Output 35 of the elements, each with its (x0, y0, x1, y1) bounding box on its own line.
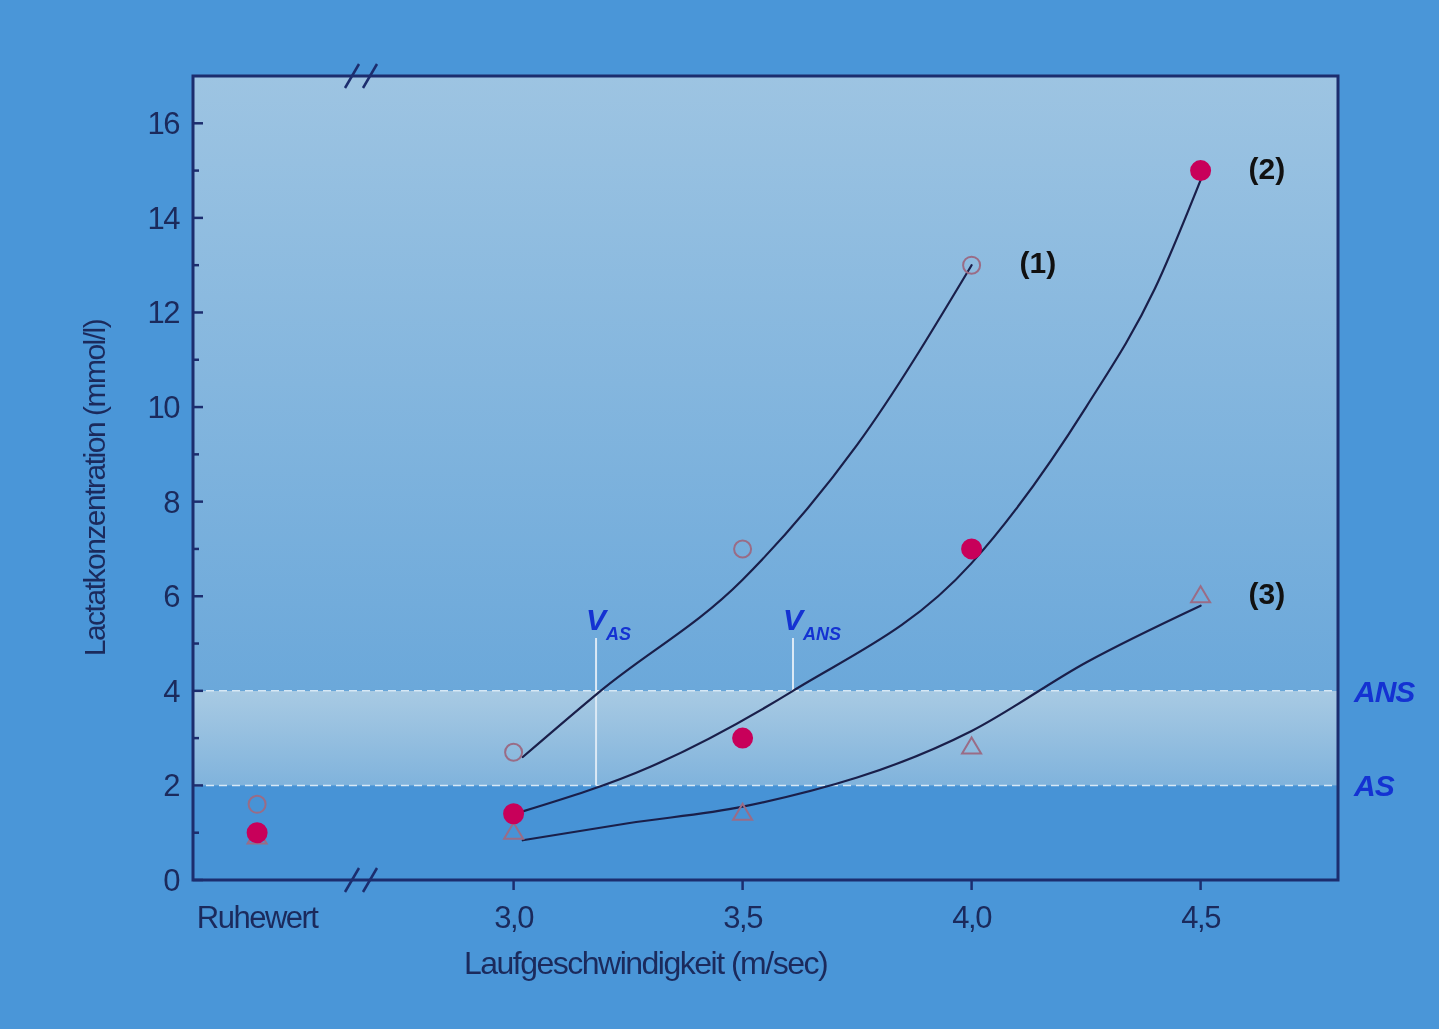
point (503, 803, 525, 825)
ref-line-label: AS (1353, 769, 1395, 803)
annotation: (2) (1248, 151, 1286, 185)
y-tick-label: 6 (163, 579, 180, 615)
point (961, 538, 983, 560)
point (503, 821, 525, 840)
annotation: (1) (1019, 246, 1057, 280)
point (961, 736, 983, 755)
y-tick-label: 2 (163, 768, 180, 804)
y-tick-label: 14 (147, 200, 181, 236)
point (1190, 160, 1212, 182)
x-tick-label: 4,5 (1181, 900, 1221, 935)
point (732, 802, 754, 821)
x-tick-label: Ruhewert (196, 900, 320, 935)
point (962, 255, 982, 275)
point (1190, 585, 1212, 604)
y-tick-label: 0 (163, 863, 181, 898)
x-tick-label: 3,0 (494, 900, 535, 935)
y-tick-label: 4 (163, 673, 181, 709)
ref-line-label: ANS (1353, 674, 1416, 708)
point (733, 539, 753, 559)
annotation: V$_{ANS}$ (782, 603, 842, 644)
y-tick-label: 16 (147, 106, 180, 142)
x-axis-title: Laufgeschwindigkeit (m/sec) (463, 945, 828, 981)
point (247, 794, 267, 814)
y-tick-label: 8 (163, 484, 180, 520)
point (504, 742, 524, 762)
annotation: (3) (1248, 577, 1286, 611)
point (732, 727, 754, 749)
annotation: V$_{AS}$ (586, 603, 632, 644)
x-tick-label: 3,5 (723, 900, 763, 935)
y-axis-title: Lactatkonzentration (mmol/l) (78, 319, 111, 657)
y-tick-label: 10 (147, 390, 181, 426)
y-tick-label: 12 (147, 295, 180, 331)
x-tick-label: 4,0 (952, 900, 993, 935)
